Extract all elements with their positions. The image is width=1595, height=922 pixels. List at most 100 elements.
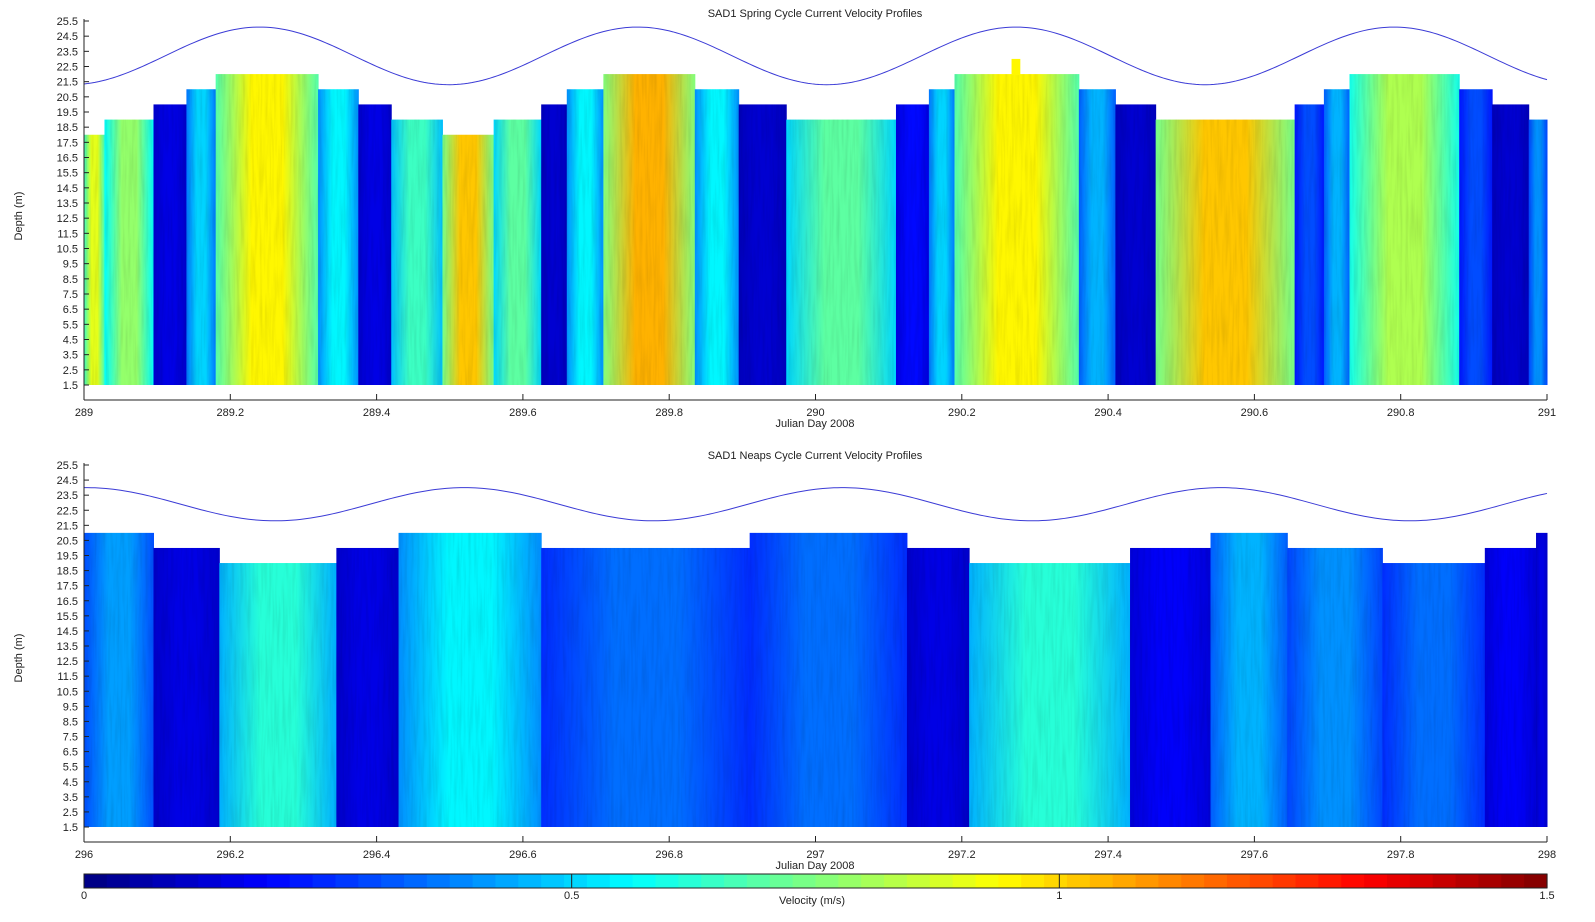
spring-x-tick-label: 289.4 [363,407,391,419]
colorbar-swatch [632,874,657,888]
colorbar-swatch [746,874,771,888]
colorbar-swatch [1158,874,1182,888]
spring-x-tick-label: 289 [75,407,93,419]
neaps-x-tick-label: 296 [75,849,93,861]
spring-segment-texture [738,104,787,386]
colorbar-swatch [518,874,542,888]
neaps-y-tick-label: 12.5 [57,656,78,668]
spring-segment-texture [1492,104,1530,386]
neaps-y-tick-label: 16.5 [57,596,78,608]
spring-segment-texture [928,89,955,385]
spring-y-tick-label: 10.5 [57,244,78,256]
neaps-y-tick-label: 14.5 [57,626,78,638]
neaps-y-tick-label: 24.5 [57,475,78,487]
colorbar-swatch [381,874,405,888]
colorbar-swatch [84,874,108,888]
spring-segment-texture [442,134,495,385]
colorbar: 0 0.5 1 1.5 [81,873,1555,902]
colorbar-swatch [1432,874,1457,888]
spring-y-tick-label: 17.5 [57,137,78,149]
spring-y-tick-label: 3.5 [63,350,78,362]
neaps-y-tick-label: 18.5 [57,566,78,578]
colorbar-swatch [564,874,588,888]
colorbar-swatch [1135,874,1159,888]
colorbar-swatch [1501,874,1525,888]
spring-segment-texture [104,119,154,385]
neaps-segment-texture [1210,532,1288,827]
colorbar-swatch [815,874,839,888]
neaps-segment-texture [1382,563,1486,827]
colorbar-swatch [221,874,245,888]
spring-y-tick-label: 16.5 [57,153,78,165]
colorbar-swatch [701,874,725,888]
colorbar-swatch [586,874,611,888]
colorbar-swatch [1044,874,1068,888]
neaps-y-tick-label: 5.5 [63,762,78,774]
spring-y-tick-label: 25.5 [57,16,78,28]
colorbar-tick-label: 1 [1056,890,1062,902]
spring-segment-texture [358,104,392,386]
neaps-y-label: Depth (m) [13,634,25,683]
neaps-tide-curve-layer [83,487,1548,522]
colorbar-swatch [472,874,497,888]
neaps-segment-texture [1536,532,1548,827]
spring-y-tick-label: 11.5 [57,228,78,240]
colorbar-swatch [609,874,634,888]
neaps-y-tick-label: 13.5 [57,641,78,653]
colorbar-swatch [655,874,679,888]
colorbar-swatch [266,874,291,888]
neaps-y-tick-label: 9.5 [63,701,78,713]
neaps-y-tick-label: 3.5 [63,792,78,804]
colorbar-swatch [724,874,748,888]
neaps-cycle-panel: 1.5 2.5 3.5 4.5 5.5 6.5 7.5 8.5 9.5 10.5 11.5 12.5 1… [13,450,1556,872]
spring-y-tick-label: 22.5 [57,62,78,74]
neaps-axes: 1.5 2.5 3.5 4.5 5.5 6.5 7.5 8.5 9.5 10.5 11.5 12.5 1… [57,460,1557,861]
neaps-y-tick-label: 19.5 [57,551,78,563]
colorbar-swatch [541,874,565,888]
spring-segment-texture [954,74,1080,385]
spring-y-tick-label: 8.5 [63,274,78,286]
neaps-x-tick-label: 297.2 [948,849,976,861]
neaps-segment-texture [153,547,220,827]
colorbar-swatch [678,874,702,888]
spring-segment-texture [493,119,542,385]
colorbar-swatch [1364,874,1388,888]
spring-segment-texture [186,89,217,385]
spring-y-tick-label: 24.5 [57,31,78,43]
neaps-x-tick-label: 296.4 [363,849,391,861]
neaps-segment-texture [1287,547,1383,827]
colorbar-swatch [358,874,382,888]
neaps-heatmap [84,532,1548,827]
spring-segment-texture [786,119,897,385]
spring-segment-texture [1078,89,1116,385]
colorbar-swatch [1204,874,1228,888]
colorbar-swatch [1112,874,1137,888]
spring-x-tick-label: 290.8 [1387,407,1415,419]
colorbar-tick-label: 0 [81,890,87,902]
colorbar-swatch [152,874,177,888]
colorbar-swatch [449,874,474,888]
colorbar-swatch [792,874,817,888]
spring-velocity-spike [1011,58,1021,76]
neaps-x-tick-label: 297.6 [1241,849,1269,861]
spring-title: SAD1 Spring Cycle Current Velocity Profi… [708,8,923,20]
spring-segment-texture [391,119,443,385]
colorbar-swatch [1021,874,1045,888]
spring-segment-texture [1528,119,1548,385]
colorbar-tick-label: 1.5 [1539,890,1554,902]
spring-x-tick-label: 290.4 [1094,407,1122,419]
colorbar-swatch [1226,874,1251,888]
colorbar-swatch [1066,874,1091,888]
colorbar-swatch [129,874,154,888]
spring-segment-texture [1323,89,1350,385]
neaps-y-tick-label: 17.5 [57,581,78,593]
colorbar-swatch [106,874,131,888]
colorbar-swatch [175,874,199,888]
spring-x-tick-label: 291 [1538,407,1556,419]
spring-x-label: Julian Day 2008 [776,418,855,430]
colorbar-swatch [289,874,314,888]
neaps-y-tick-label: 2.5 [63,807,78,819]
spring-tide-curve [83,26,1548,86]
neaps-title: SAD1 Neaps Cycle Current Velocity Profil… [708,450,923,462]
